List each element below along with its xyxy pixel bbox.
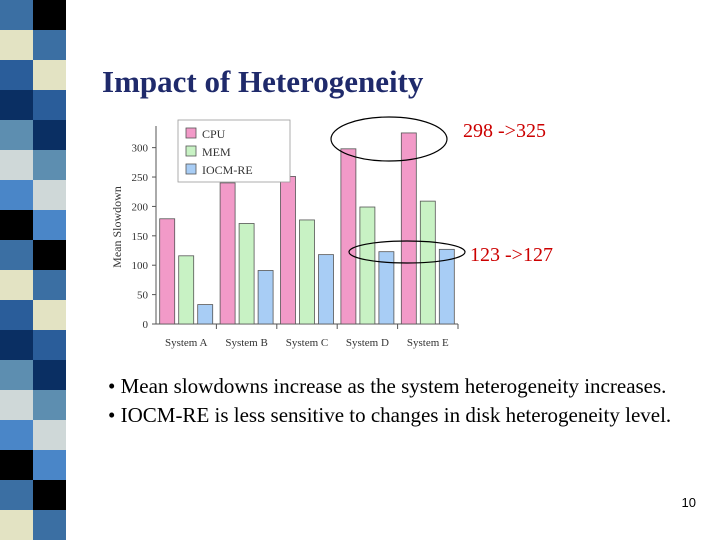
stripe-block: [0, 330, 33, 360]
stripe-block: [33, 150, 66, 180]
x-tick-label: System A: [165, 337, 208, 349]
stripe-block: [0, 420, 33, 450]
bar-iocm-re: [257, 270, 274, 325]
bullet-item: • IOCM-RE is less sensitive to changes i…: [108, 403, 672, 427]
stripe-block: [33, 510, 66, 540]
y-tick-label: 50: [137, 290, 149, 302]
stripe-block: [0, 30, 33, 60]
stripe-block: [0, 390, 33, 420]
x-tick-label: System D: [346, 337, 389, 349]
stripe-block: [33, 30, 66, 60]
legend-label: MEM: [202, 145, 231, 159]
x-tick-label: System B: [225, 337, 267, 349]
bar-iocm-re: [378, 251, 395, 325]
stripe-block: [33, 270, 66, 300]
stripe-block: [0, 90, 33, 120]
y-tick-label: 300: [132, 143, 149, 155]
legend-label: CPU: [202, 127, 226, 141]
stripe-block: [33, 360, 66, 390]
bullet-list: • Mean slowdowns increase as the system …: [108, 372, 688, 430]
x-tick-label: System E: [407, 337, 449, 349]
bullet-item: • Mean slowdowns increase as the system …: [108, 374, 667, 398]
annotation-cpu: 298 ->325: [463, 120, 546, 142]
bar-cpu: [280, 176, 296, 325]
stripe-block: [33, 240, 66, 270]
stripe-block: [0, 210, 33, 240]
bar-mem: [359, 206, 376, 325]
y-tick-label: 150: [132, 231, 149, 243]
bar-iocm-re: [197, 304, 214, 325]
annotation-iocm: 123 ->127: [470, 244, 553, 266]
y-tick-label: 200: [132, 201, 149, 213]
stripe-block: [0, 450, 33, 480]
y-axis-label: Mean Slowdown: [110, 186, 124, 268]
stripe-block: [0, 480, 33, 510]
bar-chart: 0 50 100 150 200 250 300 Mean Slowdown System A S…: [110, 116, 466, 349]
stripe-block: [33, 420, 66, 450]
stripe-block: [0, 60, 33, 90]
page-number: 10: [681, 495, 696, 510]
highlight-ellipse-cpu: [330, 116, 448, 162]
legend-label: IOCM-RE: [202, 163, 253, 177]
stripe-block: [33, 60, 66, 90]
y-tick-label: 100: [132, 260, 149, 272]
bar-mem: [299, 219, 315, 325]
stripe-block: [0, 120, 33, 150]
stripe-block: [0, 300, 33, 330]
stripe-block: [33, 330, 66, 360]
highlight-ellipse-iocm: [348, 240, 466, 264]
slide-title: Impact of Heterogeneity: [102, 64, 424, 99]
stripe-block: [33, 480, 66, 510]
stripe-block: [0, 150, 33, 180]
stripe-block: [33, 210, 66, 240]
legend-box: [177, 119, 291, 183]
bar-mem: [238, 223, 255, 325]
bar-cpu: [340, 148, 357, 325]
bar-mem: [178, 255, 195, 325]
bar-cpu: [159, 218, 176, 325]
stripe-block: [0, 270, 33, 300]
stripe-block: [33, 390, 66, 420]
stripe-block: [33, 450, 66, 480]
bar-iocm-re: [438, 248, 455, 325]
y-tick-label: 250: [132, 172, 149, 184]
bar-cpu: [400, 132, 417, 325]
stripe-block: [0, 360, 33, 390]
y-tick-label: 0: [143, 319, 149, 331]
stripe-block: [0, 240, 33, 270]
stripe-block: [33, 300, 66, 330]
bar-iocm-re: [318, 254, 334, 325]
legend-swatch: [185, 145, 197, 157]
stripe-block: [33, 0, 66, 30]
stripe-block: [33, 90, 66, 120]
decorative-stripe: [0, 0, 66, 540]
bar-cpu: [219, 182, 236, 325]
stripe-block: [33, 120, 66, 150]
legend-swatch: [185, 163, 197, 175]
stripe-block: [0, 180, 33, 210]
stripe-block: [0, 0, 33, 30]
x-tick-label: System C: [286, 337, 328, 349]
stripe-block: [0, 510, 33, 540]
stripe-block: [33, 180, 66, 210]
legend-swatch: [185, 127, 197, 139]
